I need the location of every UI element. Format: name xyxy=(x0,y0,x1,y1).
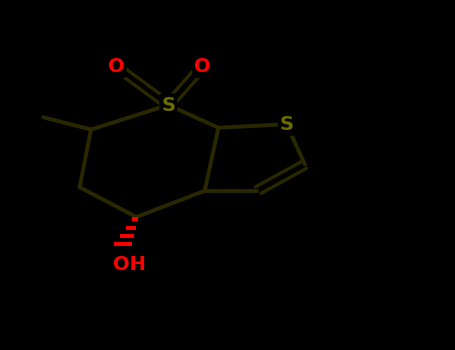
Text: O: O xyxy=(108,57,124,76)
Text: OH: OH xyxy=(113,255,146,274)
Text: S: S xyxy=(280,115,293,134)
Text: O: O xyxy=(194,57,211,76)
Text: S: S xyxy=(162,96,175,114)
